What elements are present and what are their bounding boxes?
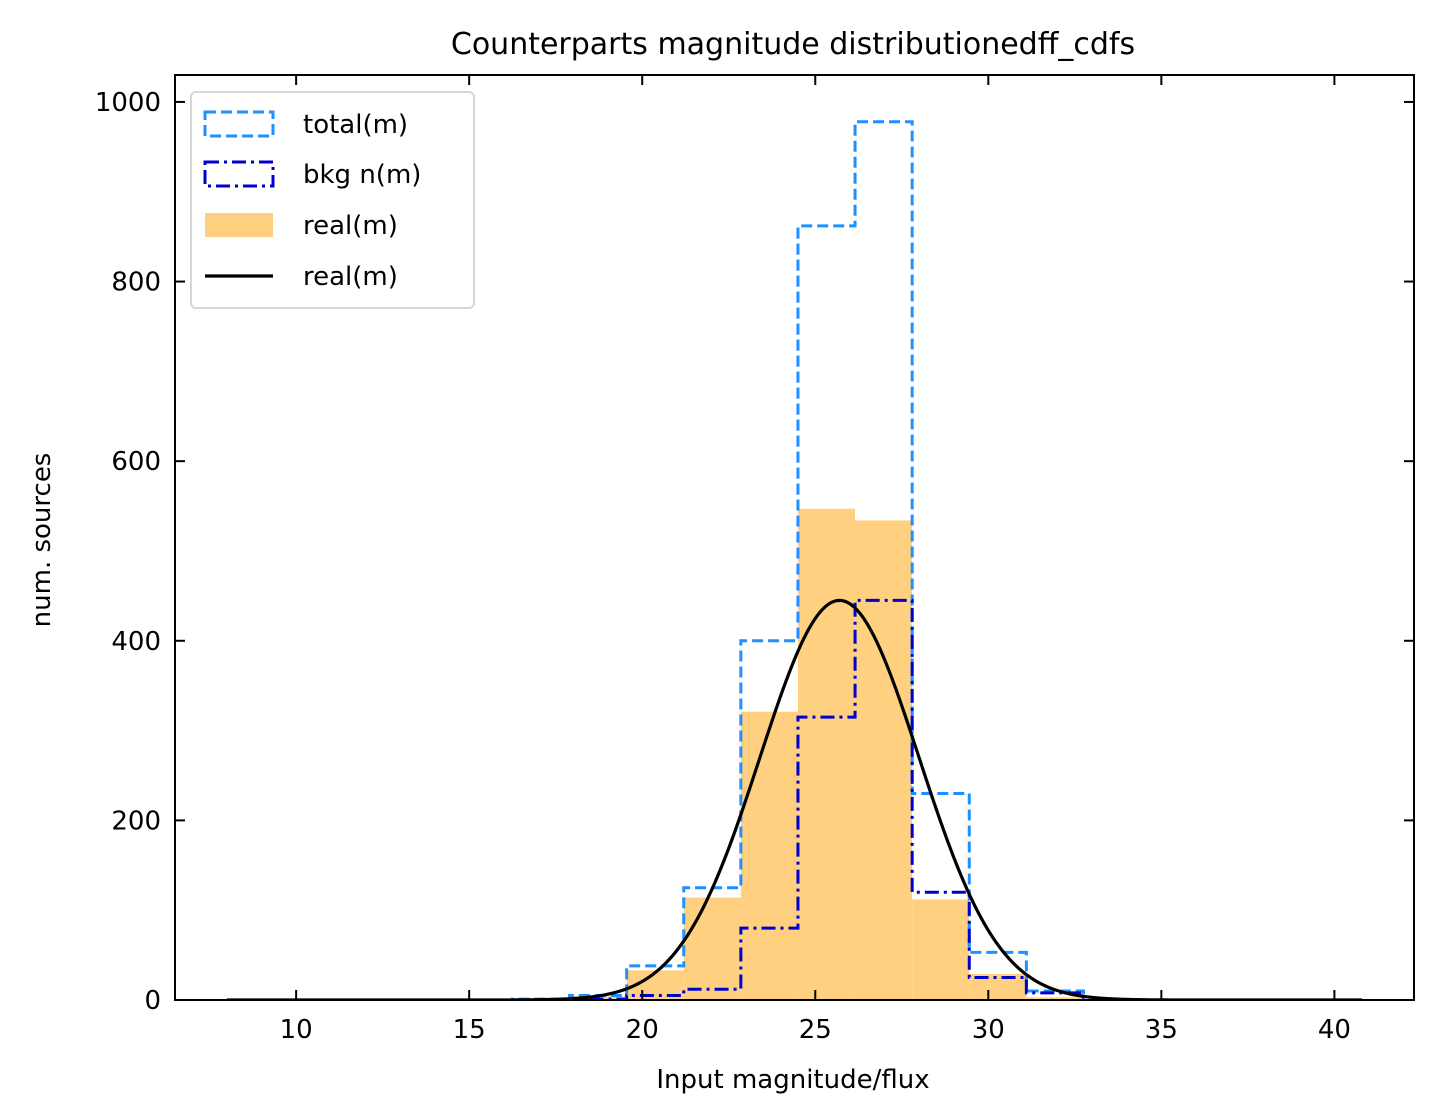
real-bar <box>797 508 856 1000</box>
x-tick-label: 10 <box>280 1015 313 1045</box>
axes-frame <box>174 74 1415 1001</box>
x-tick-label: 25 <box>799 1015 832 1045</box>
y-tick-label: 0 <box>144 986 161 1016</box>
legend-label: real(m) <box>303 211 398 241</box>
x-tick-label: 20 <box>626 1015 659 1045</box>
real-bar <box>1026 997 1084 1000</box>
y-axis-label: num. sources <box>27 453 57 628</box>
total-step-line <box>455 120 1085 1000</box>
y-tick-label: 600 <box>111 447 161 477</box>
x-tick-label: 35 <box>1145 1015 1178 1045</box>
legend-label: total(m) <box>303 110 408 140</box>
y-tick-label: 800 <box>111 268 161 298</box>
y-tick-label: 1000 <box>95 88 161 118</box>
x-tick-label: 40 <box>1318 1015 1351 1045</box>
x-tick-label: 15 <box>453 1015 486 1045</box>
x-tick-label: 30 <box>972 1015 1005 1045</box>
chart-title: Counterparts magnitude distributionedff_… <box>451 27 1135 62</box>
x-ticks: 10 15 20 25 30 35 40 <box>280 75 1351 1045</box>
real-bar <box>912 899 970 1000</box>
real-bar <box>855 520 913 1000</box>
y-ticks: 0 200 400 600 800 1000 <box>95 88 1414 1016</box>
legend: total(m) bkg n(m) real(m) real(m) <box>190 91 475 309</box>
legend-label: real(m) <box>303 262 398 292</box>
x-axis-label: Input magnitude/flux <box>656 1065 929 1095</box>
legend-label: bkg n(m) <box>303 160 421 190</box>
real-bar <box>740 711 798 1000</box>
real-bar <box>683 897 741 1000</box>
y-tick-label: 200 <box>111 806 161 836</box>
y-tick-label: 400 <box>111 627 161 657</box>
real-bars <box>512 508 1084 1000</box>
